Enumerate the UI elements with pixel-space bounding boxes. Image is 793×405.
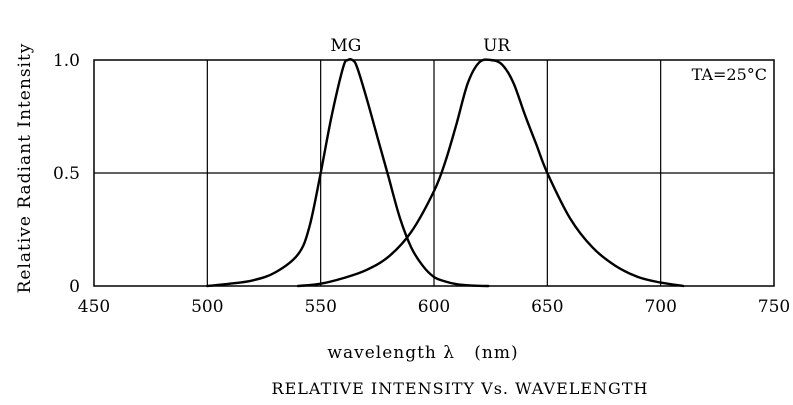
series-label-mg: MG — [330, 36, 361, 56]
y-tick-label-0: 0 — [69, 277, 80, 297]
series-lines — [206, 57, 685, 288]
series-labels: MG UR — [330, 36, 511, 56]
x-axis-label: wavelength λ (nm) — [327, 343, 518, 363]
grid-lines — [94, 60, 774, 286]
x-tick-label-750: 750 — [758, 297, 790, 317]
y-tick-labels: 0 0.5 1.0 — [53, 51, 80, 297]
x-tick-labels: 450 500 550 600 650 700 750 — [78, 297, 790, 317]
chart-caption: RELATIVE INTENSITY Vs. WAVELENGTH — [272, 379, 649, 398]
x-tick-label-550: 550 — [304, 297, 336, 317]
x-tick-label-450: 450 — [78, 297, 110, 317]
series-line-ur — [296, 58, 685, 288]
temperature-annotation: TA=25°C — [692, 65, 767, 84]
series-line-mg — [206, 57, 490, 288]
x-tick-label-500: 500 — [191, 297, 223, 317]
y-tick-label-1: 1.0 — [53, 51, 80, 71]
x-tick-label-650: 650 — [531, 297, 563, 317]
x-tick-label-600: 600 — [418, 297, 450, 317]
y-axis-label: Relative Radiant Intensity — [15, 43, 35, 294]
x-tick-label-700: 700 — [644, 297, 676, 317]
plot-frame — [93, 59, 775, 287]
y-tick-label-0-5: 0.5 — [53, 164, 80, 184]
series-label-ur: UR — [483, 36, 511, 56]
